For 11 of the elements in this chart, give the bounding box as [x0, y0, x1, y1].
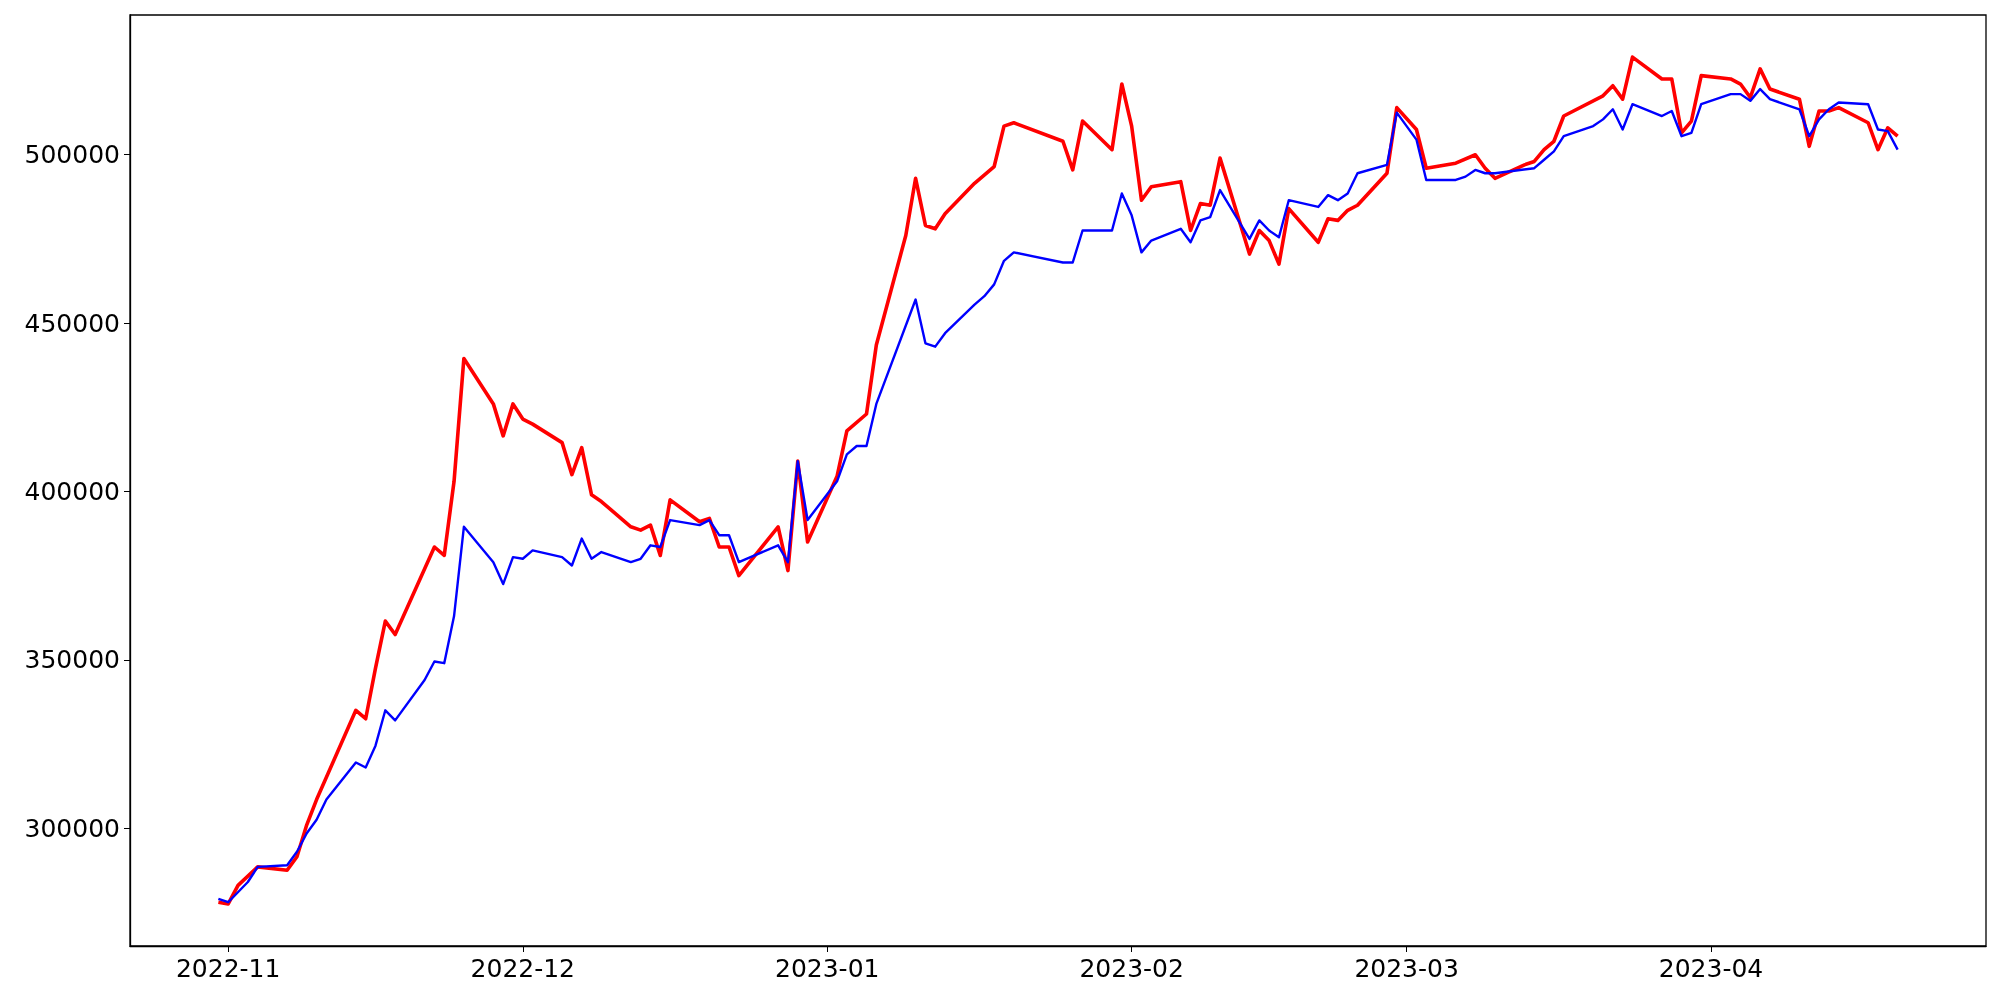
- y-tick-label: 500000: [24, 140, 120, 170]
- x-tick-label: 2022-11: [175, 954, 281, 983]
- y-tick-label: 350000: [24, 645, 120, 675]
- x-tick-label: 2023-01: [774, 954, 880, 983]
- x-tick-label: 2023-04: [1658, 954, 1764, 983]
- x-tick-label: 2023-03: [1354, 954, 1459, 983]
- y-tick-label: 400000: [24, 476, 120, 506]
- x-tick-label: 2022-12: [470, 954, 576, 983]
- y-tick-label: 300000: [24, 813, 120, 843]
- x-tick-label: 2023-02: [1079, 954, 1184, 983]
- y-tick-label: 450000: [24, 308, 120, 338]
